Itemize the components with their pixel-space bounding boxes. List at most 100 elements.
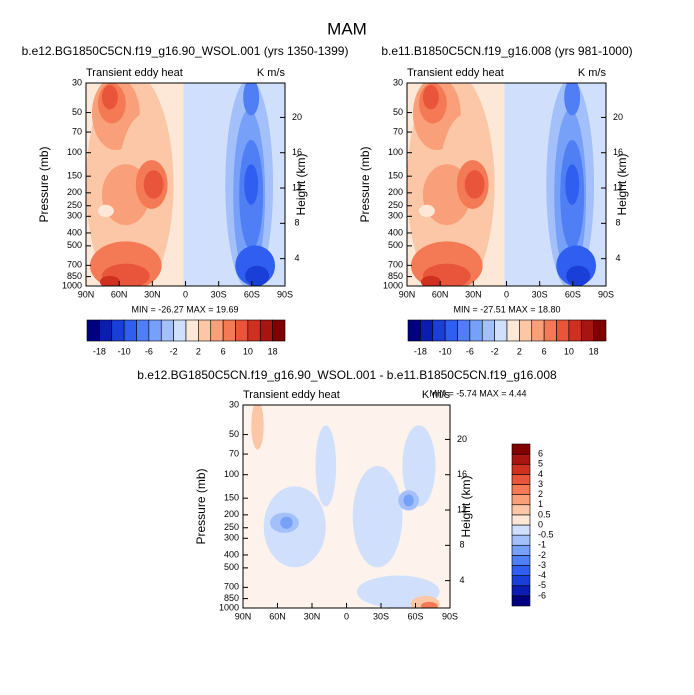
contour-region [514, 133, 539, 195]
colorbar-box [511, 453, 531, 465]
panel-title: b.e12.BG1850C5CN.f19_g16.90_WSOL.001 (yr… [22, 44, 349, 58]
contour-region [243, 83, 260, 116]
x-tick-label: 30N [304, 611, 321, 621]
x-tick-label: 60N [269, 611, 286, 621]
panel-subtitle: Transient eddy heat [86, 67, 183, 79]
colorbar-label: 6 [538, 449, 543, 459]
contour-region [280, 516, 293, 529]
colorbar-label: -18 [414, 346, 427, 356]
colorbar-label: 5 [538, 459, 543, 469]
contour-region [101, 85, 118, 110]
colorbar-label: 6 [542, 346, 547, 356]
y-axis-label: Pressure (mb) [358, 146, 372, 222]
colorbar-box [86, 319, 100, 342]
x-tick-label: 60N [432, 289, 449, 299]
colorbar-box [99, 319, 113, 342]
colorbar-box [543, 319, 557, 342]
y-tick-label: 70 [393, 126, 403, 136]
x-tick-label: 30N [144, 289, 161, 299]
colorbar-box [222, 319, 236, 342]
contour-region [421, 601, 438, 608]
colorbar-label: 0.5 [538, 509, 551, 519]
colorbar-box [593, 319, 607, 342]
contour-region [244, 164, 259, 205]
colorbar-box [531, 319, 545, 342]
y2-tick-label: 4 [615, 253, 620, 263]
colorbar-label: 2 [196, 346, 201, 356]
panel-units: K m/s [422, 389, 451, 401]
y-tick-label: 200 [67, 187, 82, 197]
y-tick-label: 50 [393, 107, 403, 117]
colorbar-box [511, 575, 531, 587]
y2-axis-label: Height (km) [294, 153, 308, 215]
colorbar-label: -2 [538, 550, 546, 560]
colorbar-box [511, 565, 531, 576]
colorbar-label: 3 [538, 479, 543, 489]
colorbar-label: 2 [538, 489, 543, 499]
colorbar-box [511, 504, 531, 516]
contour-region [251, 405, 264, 450]
contour-region [418, 204, 435, 217]
colorbar-label: -5 [538, 580, 546, 590]
colorbar-box [511, 494, 531, 506]
y-tick-label: 700 [67, 260, 82, 270]
y-tick-label: 500 [388, 240, 403, 250]
contour-region [315, 425, 337, 507]
contour-region [193, 133, 218, 195]
colorbar-label: -6 [538, 590, 546, 600]
y-tick-label: 1000 [383, 280, 403, 290]
y-tick-label: 250 [224, 522, 239, 532]
colorbar-box [519, 319, 533, 342]
panel-subtitle: Transient eddy heat [407, 67, 504, 79]
x-tick-label: 30S [211, 289, 227, 299]
y2-tick-label: 16 [613, 147, 623, 157]
x-tick-label: 0 [504, 289, 509, 299]
y2-tick-label: 8 [294, 218, 299, 228]
panel-units: K m/s [257, 67, 286, 79]
x-tick-label: 90N [399, 289, 416, 299]
colorbar-label: -2 [170, 346, 178, 356]
x-tick-label: 30N [465, 289, 482, 299]
colorbar-box [511, 484, 531, 495]
colorbar-box [511, 595, 531, 607]
colorbar-box [198, 319, 212, 342]
colorbar-label: -0.5 [538, 530, 554, 540]
y2-tick-label: 12 [457, 504, 467, 514]
y-tick-label: 300 [67, 211, 82, 221]
colorbar-label: 18 [268, 346, 278, 356]
stats: MIN = -27.51 MAX = 18.80 [453, 304, 560, 314]
y2-tick-label: 20 [457, 434, 467, 444]
y-tick-label: 700 [224, 582, 239, 592]
y2-tick-label: 12 [292, 182, 302, 192]
colorbar-box [511, 534, 531, 546]
x-tick-label: 90N [235, 611, 252, 621]
colorbar-label: 10 [243, 346, 253, 356]
colorbar-box [511, 474, 531, 485]
colorbar-label: -10 [439, 346, 452, 356]
contour-region [143, 170, 164, 199]
y-tick-label: 70 [72, 126, 82, 136]
contour-region [564, 83, 581, 116]
contour-region [464, 170, 485, 199]
contour-region [420, 275, 441, 286]
panel-subtitle: Transient eddy heat [243, 389, 340, 401]
y-tick-label: 250 [388, 200, 403, 210]
y2-tick-label: 12 [613, 182, 623, 192]
y-tick-label: 150 [224, 493, 239, 503]
y-axis-label: Pressure (mb) [37, 146, 51, 222]
y-tick-label: 300 [224, 533, 239, 543]
colorbar-box [469, 319, 483, 342]
colorbar-box [272, 319, 286, 342]
colorbar-box [506, 319, 520, 342]
y2-tick-label: 4 [294, 253, 299, 263]
contour-field [243, 405, 450, 608]
colorbar-label: 10 [564, 346, 574, 356]
y2-tick-label: 20 [613, 112, 623, 122]
colorbar-box [580, 319, 594, 342]
contour-region [99, 275, 120, 286]
colorbar-box [123, 319, 137, 342]
colorbar-box [511, 544, 531, 556]
colorbar-box [160, 319, 174, 342]
stats: MIN = -5.74 MAX = 4.44 [429, 388, 526, 398]
